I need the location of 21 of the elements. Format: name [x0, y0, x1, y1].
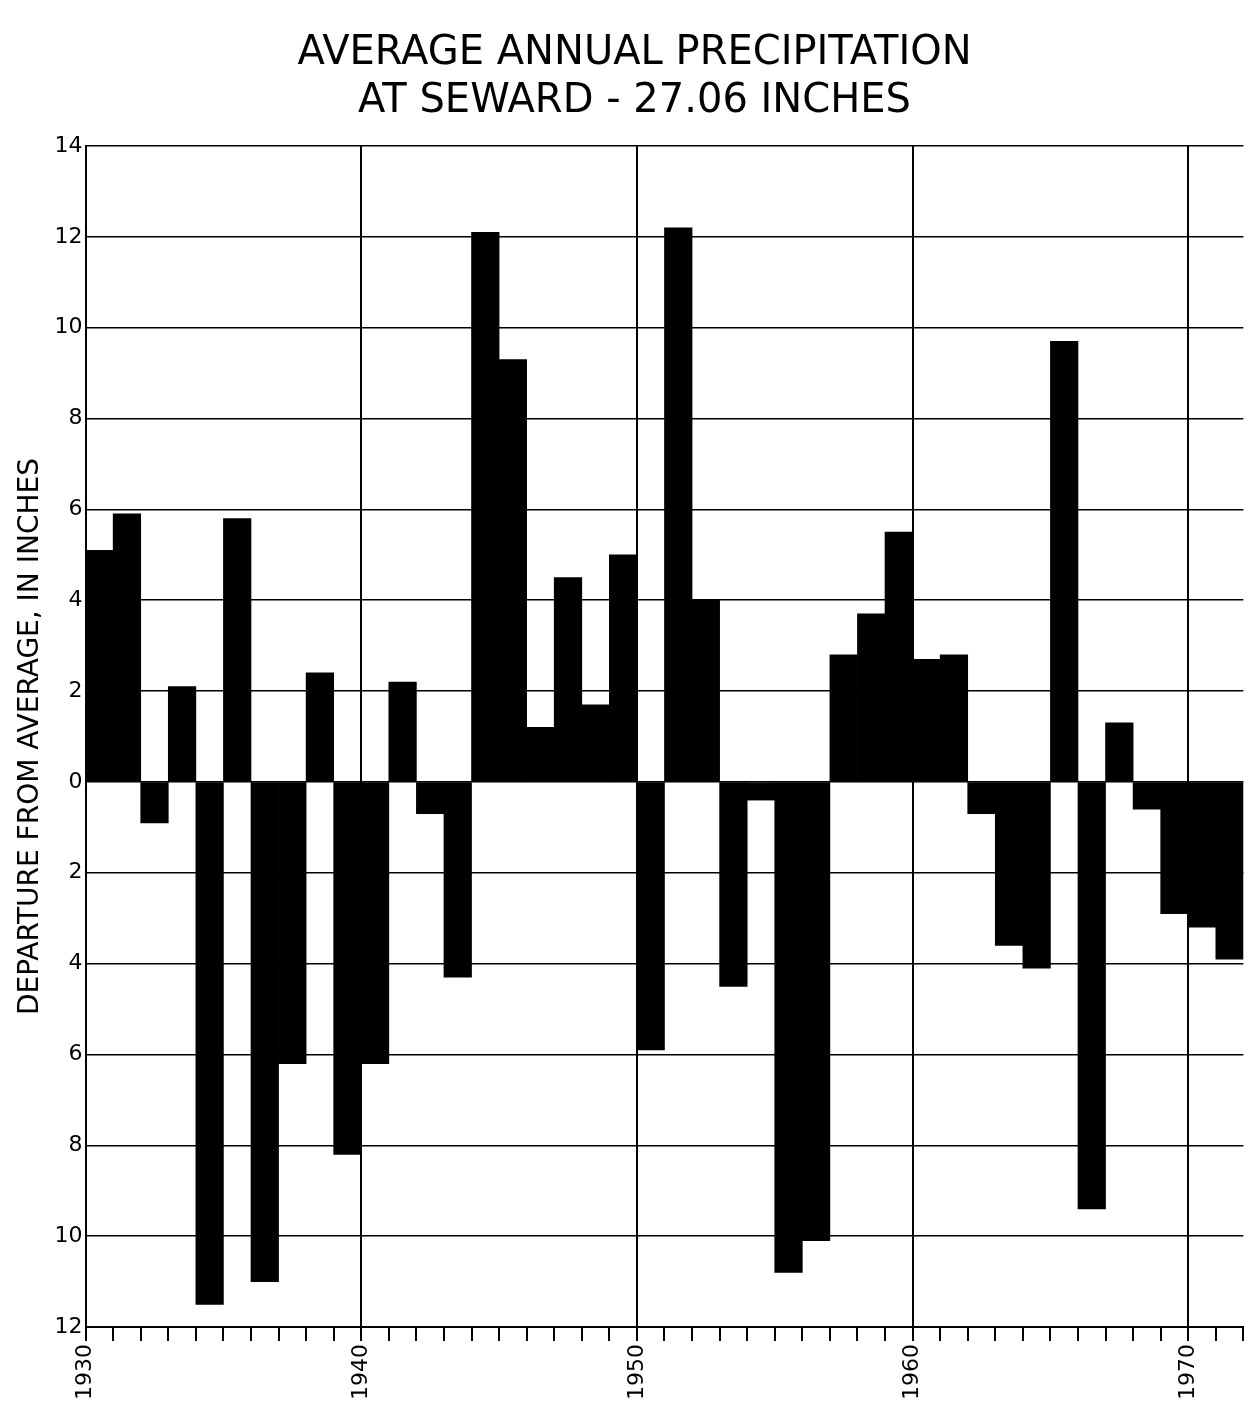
x-tick-label: 1930	[71, 1344, 97, 1401]
y-tick-label: 6	[68, 1040, 83, 1066]
y-tick-label: 0	[68, 767, 83, 793]
y-tick-label: 10	[54, 1221, 83, 1247]
y-tick-label: 4	[68, 585, 83, 611]
y-tick-label: 8	[68, 1131, 83, 1157]
x-tick-label: 1970	[1173, 1344, 1199, 1401]
y-tick-label: 8	[68, 404, 83, 430]
x-tick-label: 1950	[622, 1344, 648, 1401]
y-tick-label: 12	[54, 1312, 83, 1338]
y-tick-label: 12	[54, 222, 83, 248]
y-axis-title: DEPARTURE FROM AVERAGE, IN INCHES	[12, 458, 46, 1015]
y-tick-label: 4	[68, 949, 83, 975]
y-tick-label: 14	[54, 131, 83, 157]
y-tick-label: 2	[68, 858, 83, 884]
chart-title: AVERAGE ANNUAL PRECIPITATION AT SEWARD - 27.06 INCHES	[297, 27, 972, 122]
x-tick-label: 1940	[346, 1344, 372, 1401]
y-tick-label: 2	[68, 676, 83, 702]
y-tick-label: 6	[68, 495, 83, 521]
y-tick-label: 10	[54, 313, 83, 339]
x-tick-label: 1960	[898, 1344, 924, 1401]
